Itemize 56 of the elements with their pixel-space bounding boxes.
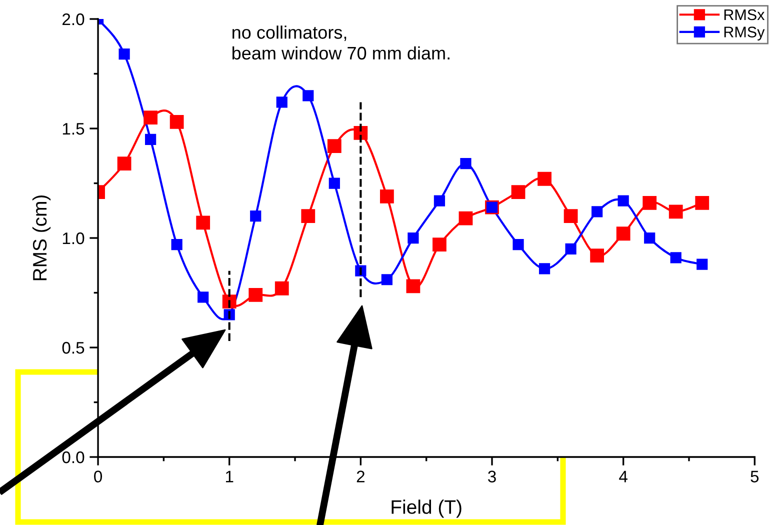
point — [460, 158, 472, 170]
point — [118, 48, 130, 60]
y-tick-label: 1.5 — [62, 123, 84, 135]
point — [196, 216, 210, 230]
point — [618, 195, 629, 206]
legend-label: RMSx — [724, 9, 765, 20]
point — [381, 274, 392, 286]
y-axis-title: RMS (cm) — [32, 195, 51, 280]
point — [248, 288, 263, 302]
point — [512, 239, 524, 250]
point — [511, 185, 526, 199]
point — [302, 90, 314, 102]
point — [642, 196, 657, 210]
point — [117, 156, 132, 170]
x-tick-label: 2 — [356, 470, 364, 482]
y-tick-label: 0.0 — [62, 451, 84, 464]
x-tick-label: 4 — [619, 470, 628, 482]
point — [644, 232, 656, 244]
point — [328, 178, 340, 189]
point — [432, 238, 446, 252]
point — [301, 209, 316, 224]
point — [592, 206, 603, 218]
annotation: no collimators, beam window 70 mm diam. — [232, 26, 450, 60]
point — [695, 196, 710, 210]
x-tick-label: 1 — [226, 470, 234, 482]
point — [276, 96, 288, 108]
point — [380, 189, 394, 204]
x-tick-label: 3 — [488, 470, 496, 482]
point — [171, 239, 182, 250]
point — [406, 279, 420, 294]
x-axis-title: Field (T) — [392, 500, 462, 518]
legend-label: RMSy — [724, 26, 765, 40]
x-tick-label: 0 — [94, 470, 102, 482]
point — [590, 248, 604, 262]
point — [564, 209, 578, 224]
point — [274, 281, 289, 296]
point — [327, 139, 342, 153]
point — [170, 114, 184, 129]
y-tick-label: 1.0 — [62, 232, 84, 244]
y-tick-label: 2.0 — [62, 13, 84, 26]
point — [616, 226, 630, 241]
point — [668, 204, 683, 219]
point — [434, 195, 446, 206]
y-tick-label: 0.5 — [62, 342, 84, 354]
point — [144, 110, 158, 124]
point — [145, 134, 156, 146]
point — [670, 252, 682, 264]
x-tick-label: 5 — [750, 470, 759, 482]
point — [538, 172, 552, 186]
point — [408, 232, 419, 244]
point — [565, 243, 576, 255]
point — [538, 263, 550, 274]
point — [250, 210, 262, 222]
point — [198, 292, 209, 303]
point — [696, 258, 708, 270]
point — [458, 211, 473, 226]
